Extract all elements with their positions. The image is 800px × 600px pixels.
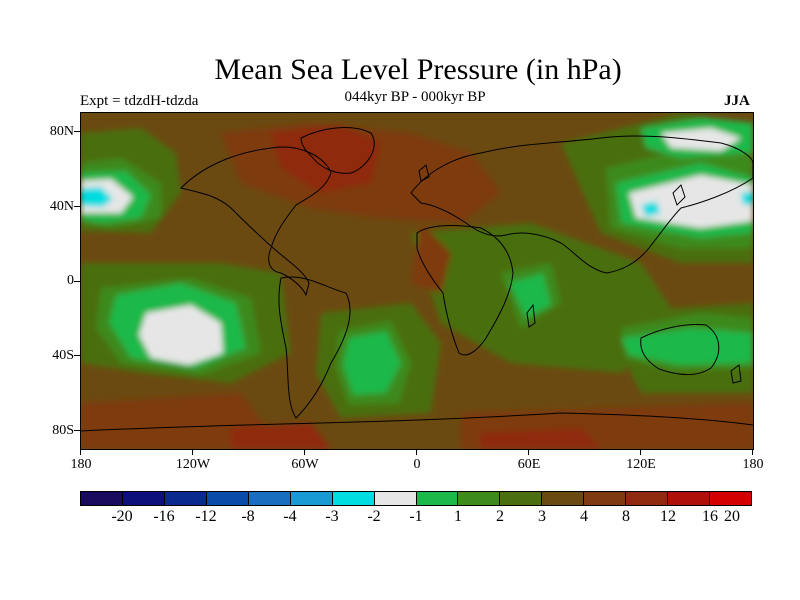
map-canvas: [81, 113, 753, 449]
bright-green-region-south-indian: [621, 328, 753, 365]
lat-tick: [74, 430, 80, 431]
colorbar-label: 16: [702, 508, 718, 525]
cyan-region-japan: [641, 201, 661, 217]
colorbar-box: [500, 492, 543, 505]
colorbar-label: -1: [409, 508, 423, 525]
lon-label-60w: 60W: [291, 457, 319, 472]
colorbar-box: [248, 492, 291, 505]
coastlines: [81, 127, 753, 432]
colorbar-box: [542, 492, 585, 505]
lon-tick: [416, 449, 417, 455]
bright-green-region-south-atlantic-east: [509, 273, 551, 318]
dark-red-region-antarctic-west: [231, 423, 331, 449]
cyan-region-north-pacific-west: [81, 187, 113, 207]
colorbar-label: 12: [660, 508, 676, 525]
colorbar: [80, 491, 752, 506]
chart-subtitle: 044kyr BP - 000kyr BP: [344, 89, 486, 105]
colorbar-label: 3: [538, 508, 546, 525]
lon-label-60e: 60E: [517, 457, 541, 472]
lon-tick: [528, 449, 529, 455]
colorbar-box: [122, 492, 165, 505]
coastline-madagascar: [526, 303, 536, 328]
bright-green-region-south-atlantic: [343, 331, 401, 395]
lat-tick: [74, 281, 80, 282]
colorbar-label: 1: [454, 508, 462, 525]
colorbar-box: [458, 492, 501, 505]
lat-tick: [74, 355, 80, 356]
neutral-region-north-pacific-east: [629, 175, 753, 228]
coastline-south-america: [278, 276, 351, 419]
lon-tick: [80, 449, 81, 455]
lat-label-equator: 0: [67, 273, 74, 288]
experiment-label: Expt = tdzdH-tdzda: [80, 93, 199, 109]
colorbar-box: [626, 492, 669, 505]
dark-red-region-antarctic-east: [481, 428, 601, 449]
lon-label-180w: 180: [70, 457, 92, 472]
lat-tick: [74, 131, 80, 132]
lon-tick: [192, 449, 193, 455]
colorbar-box: [374, 492, 417, 505]
lon-label-120w: 120W: [175, 457, 211, 472]
lon-label-180e: 180: [742, 457, 764, 472]
coastline-greenland: [300, 127, 375, 174]
colorbar-box: [290, 492, 333, 505]
lat-label-80n: 80N: [49, 124, 74, 139]
coastline-africa: [416, 225, 514, 356]
neutral-region-south-pacific: [139, 305, 223, 365]
dark-red-region-greenland: [271, 125, 381, 193]
colorbar-label: -20: [111, 508, 133, 525]
rust-region-africa: [411, 223, 451, 293]
colorbar-box: [416, 492, 459, 505]
lat-tick: [74, 206, 80, 207]
coastline-antarctica: [81, 412, 753, 432]
coastline-australia: [640, 324, 720, 375]
coastline-new-zealand: [730, 364, 742, 384]
cyan-region-north-pacific-east: [741, 191, 753, 205]
contour-fill-layer: [81, 113, 753, 449]
colorbar-box: [206, 492, 249, 505]
lat-label-40s: 40S: [52, 348, 74, 363]
neutral-region-arctic: [661, 128, 741, 151]
lon-label-0: 0: [413, 457, 421, 472]
lon-tick: [304, 449, 305, 455]
colorbar-box: [81, 492, 123, 505]
coastline-north-america: [180, 146, 332, 297]
coastline-britain: [418, 164, 430, 182]
colorbar-label: -4: [283, 508, 297, 525]
colorbar-label: -12: [195, 508, 217, 525]
colorbar-label: -16: [153, 508, 175, 525]
colorbar-box: [710, 492, 751, 505]
colorbar-label: 8: [622, 508, 630, 525]
pressure-anomaly-map: [80, 112, 754, 450]
lon-tick: [752, 449, 753, 455]
colorbar-label: -8: [241, 508, 255, 525]
lat-label-80s: 80S: [52, 423, 74, 438]
colorbar-label: 20: [724, 508, 740, 525]
lon-label-120e: 120E: [626, 457, 656, 472]
chart-title: Mean Sea Level Pressure (in hPa): [214, 53, 622, 86]
lon-tick: [640, 449, 641, 455]
colorbar-label: -2: [367, 508, 381, 525]
coastline-eurasia: [410, 135, 753, 274]
colorbar-label: -3: [325, 508, 339, 525]
colorbar-label: 4: [580, 508, 588, 525]
colorbar-box: [584, 492, 627, 505]
colorbar-box: [164, 492, 207, 505]
coastline-japan: [672, 184, 686, 206]
colorbar-label: 2: [496, 508, 504, 525]
colorbar-box: [668, 492, 711, 505]
season-label: JJA: [724, 93, 750, 109]
lat-label-40n: 40N: [49, 199, 74, 214]
colorbar-box: [332, 492, 375, 505]
